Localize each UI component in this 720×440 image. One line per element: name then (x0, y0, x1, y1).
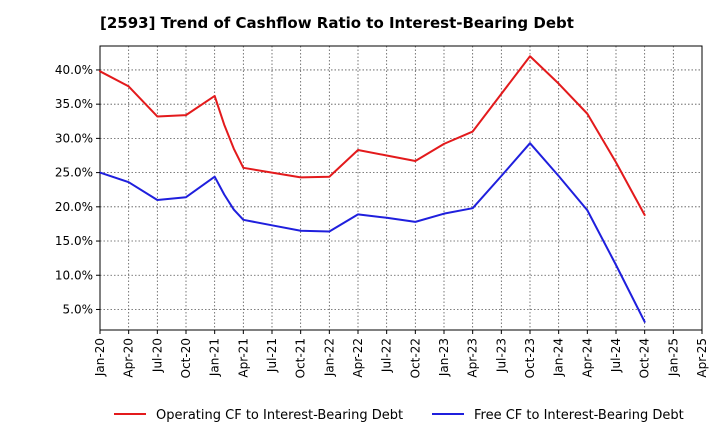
x-tick-label: Jan-23 (437, 338, 451, 377)
y-tick-label: 35.0% (55, 97, 93, 111)
x-tick-label: Jul-24 (609, 338, 623, 373)
x-tick-label: Jul-23 (494, 338, 508, 373)
x-tick-label: Jan-25 (666, 338, 680, 377)
x-tick-label: Oct-23 (523, 338, 537, 378)
legend-label-free-cf: Free CF to Interest-Bearing Debt (474, 408, 684, 423)
y-tick-label: 20.0% (55, 200, 93, 214)
x-tick-label: Jan-20 (93, 338, 107, 377)
x-tick-label: Apr-23 (466, 338, 480, 378)
y-tick-label: 5.0% (63, 302, 94, 316)
x-tick-label: Oct-20 (179, 338, 193, 378)
legend: Operating CF to Interest-Bearing Debt Fre… (114, 408, 684, 423)
operating-cf-line (99, 55, 646, 217)
x-tick-label: Jul-22 (380, 338, 394, 373)
y-tick-label: 10.0% (55, 268, 93, 282)
y-axis: 5.0% 10.0% 15.0% 20.0% 25.0% 30.0% 35.0% 40.0% (55, 63, 100, 316)
free-cf-line (99, 142, 646, 323)
y-tick-label: 25.0% (55, 166, 93, 180)
y-tick-label: 15.0% (55, 234, 93, 248)
y-tick-label: 30.0% (55, 131, 93, 145)
x-tick-label: Jul-21 (265, 338, 279, 373)
x-tick-label: Jan-24 (552, 338, 566, 377)
x-tick-label: Oct-24 (638, 338, 652, 378)
x-tick-label: Oct-21 (294, 338, 308, 378)
y-tick-label: 40.0% (55, 63, 93, 77)
x-tick-label: Jan-22 (322, 338, 336, 377)
x-tick-label: Apr-25 (695, 338, 709, 378)
x-tick-label: Apr-21 (236, 338, 250, 378)
x-tick-label: Jul-20 (150, 338, 164, 373)
series-group (99, 55, 646, 323)
chart-title: [2593] Trend of Cashflow Ratio to Intere… (100, 14, 574, 32)
x-tick-label: Jan-21 (208, 338, 222, 377)
plot-area-border (99, 45, 703, 331)
x-tick-label: Apr-24 (580, 338, 594, 378)
grid (99, 46, 703, 330)
x-tick-label: Apr-20 (122, 338, 136, 378)
x-tick-label: Apr-22 (351, 338, 365, 378)
x-axis: Jan-20 Apr-20 Jul-20 Oct-20 Jan-21 Apr-21 Jul-… (93, 330, 709, 378)
legend-label-operating-cf: Operating CF to Interest-Bearing Debt (156, 408, 403, 423)
x-tick-label: Oct-22 (408, 338, 422, 378)
plot-frame (99, 45, 703, 331)
